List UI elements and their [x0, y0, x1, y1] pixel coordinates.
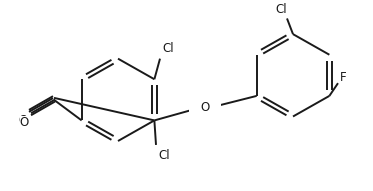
Text: Cl: Cl	[162, 42, 173, 55]
Text: Cl: Cl	[275, 2, 287, 15]
Text: F: F	[340, 71, 347, 84]
Text: O: O	[200, 101, 210, 114]
Text: Cl: Cl	[158, 149, 170, 162]
Text: O: O	[19, 114, 28, 127]
Text: O: O	[20, 117, 29, 129]
